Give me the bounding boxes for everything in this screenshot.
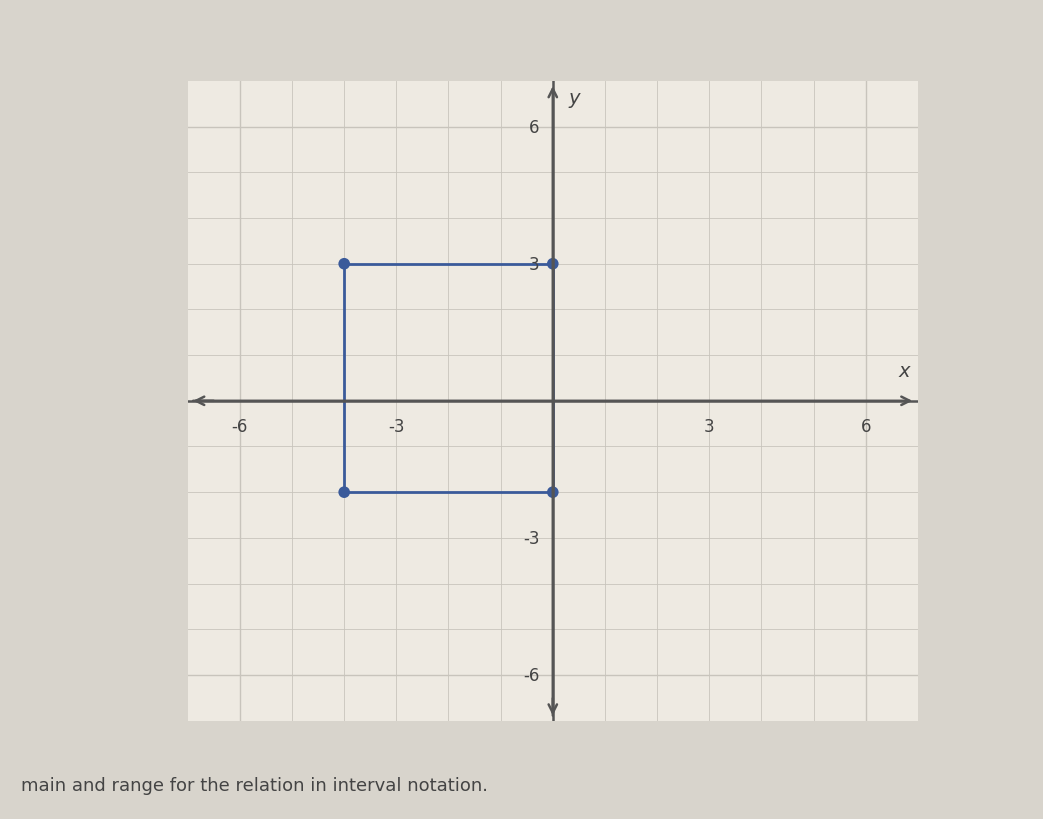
Text: -3: -3	[524, 529, 540, 547]
Text: 6: 6	[860, 418, 871, 435]
Text: 6: 6	[529, 119, 540, 137]
Point	[336, 258, 353, 271]
Text: -6: -6	[524, 666, 540, 684]
Text: 3: 3	[529, 256, 540, 274]
Text: 3: 3	[704, 418, 714, 435]
Point	[544, 486, 561, 499]
Point	[544, 258, 561, 271]
Text: x: x	[898, 362, 909, 381]
Text: -6: -6	[232, 418, 248, 435]
Text: main and range for the relation in interval notation.: main and range for the relation in inter…	[21, 776, 488, 794]
Text: -3: -3	[388, 418, 405, 435]
Point	[336, 486, 353, 499]
Text: y: y	[568, 88, 580, 108]
